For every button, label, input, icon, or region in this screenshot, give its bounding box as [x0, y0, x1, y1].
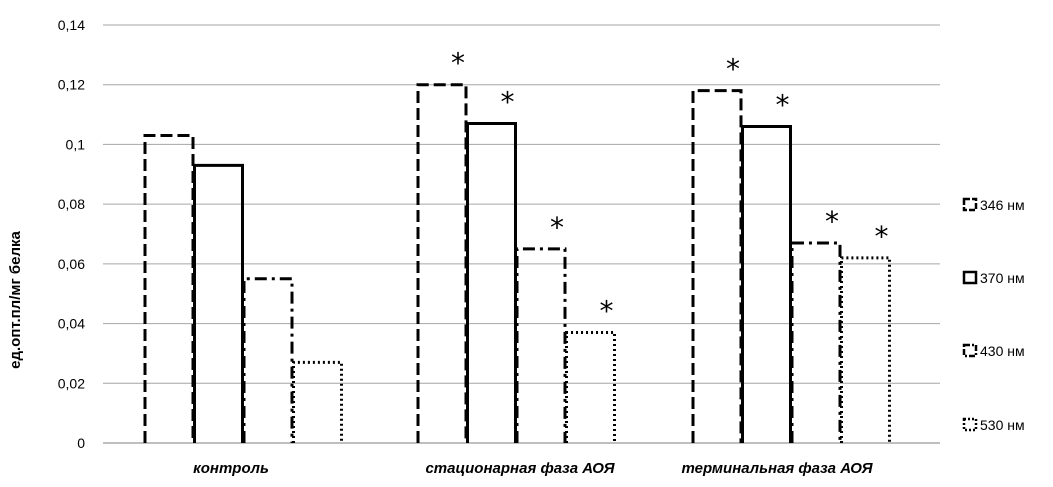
bar-1-3 [691, 89, 743, 443]
x-category-label: терминальная фаза АОЯ [681, 460, 873, 477]
legend-swatch [962, 417, 978, 432]
legend-label: 530 нм [980, 417, 1025, 433]
significance-star: * [776, 89, 790, 122]
legend: 346 нм 370 нм 430 нм 530 нм [962, 197, 1025, 433]
legend-label: 370 нм [980, 270, 1025, 286]
legend-swatch [962, 270, 978, 285]
x-axis-categories: контроль стационарная фаза АОЯ терминальна… [193, 460, 873, 477]
bar-4-3 [840, 256, 891, 443]
y-tick-label: 0,08 [58, 196, 85, 212]
legend-label: 430 нм [980, 343, 1025, 359]
bar-3-2 [515, 247, 567, 443]
significance-star: * [501, 86, 515, 119]
significance-markers: * * * * * * * * [451, 47, 889, 328]
y-tick-label: 0,14 [58, 17, 85, 33]
bar-4-1 [292, 360, 343, 443]
bar-2-2 [466, 122, 517, 443]
bar-3-1 [242, 277, 294, 443]
x-category-label: контроль [193, 460, 269, 477]
bar-2-1 [193, 163, 244, 443]
legend-label: 346 нм [980, 197, 1025, 213]
significance-star: * [600, 295, 614, 328]
y-tick-label: 0,12 [58, 77, 85, 93]
significance-star: * [825, 205, 839, 238]
bar-3-3 [790, 241, 842, 443]
significance-star: * [451, 47, 465, 80]
significance-star: * [875, 220, 889, 253]
gridlines [103, 24, 940, 444]
bars [143, 83, 891, 443]
bar-2-3 [741, 125, 792, 443]
bar-1-1 [143, 133, 195, 443]
y-axis-ticks: 0 0,02 0,04 0,06 0,08 0,1 0,12 0,14 [58, 17, 85, 451]
y-tick-label: 0 [77, 435, 85, 451]
bar-4-2 [565, 331, 616, 443]
y-axis-title: ед.опт.пл/мг белка [7, 230, 24, 368]
y-tick-label: 0,1 [66, 136, 86, 152]
legend-swatch [962, 197, 978, 212]
legend-swatch [962, 343, 978, 358]
y-tick-label: 0,02 [58, 375, 85, 391]
significance-star: * [550, 211, 564, 244]
y-tick-label: 0,04 [58, 316, 85, 332]
significance-star: * [726, 53, 740, 86]
x-category-label: стационарная фаза АОЯ [425, 460, 615, 477]
y-tick-label: 0,06 [58, 256, 85, 272]
